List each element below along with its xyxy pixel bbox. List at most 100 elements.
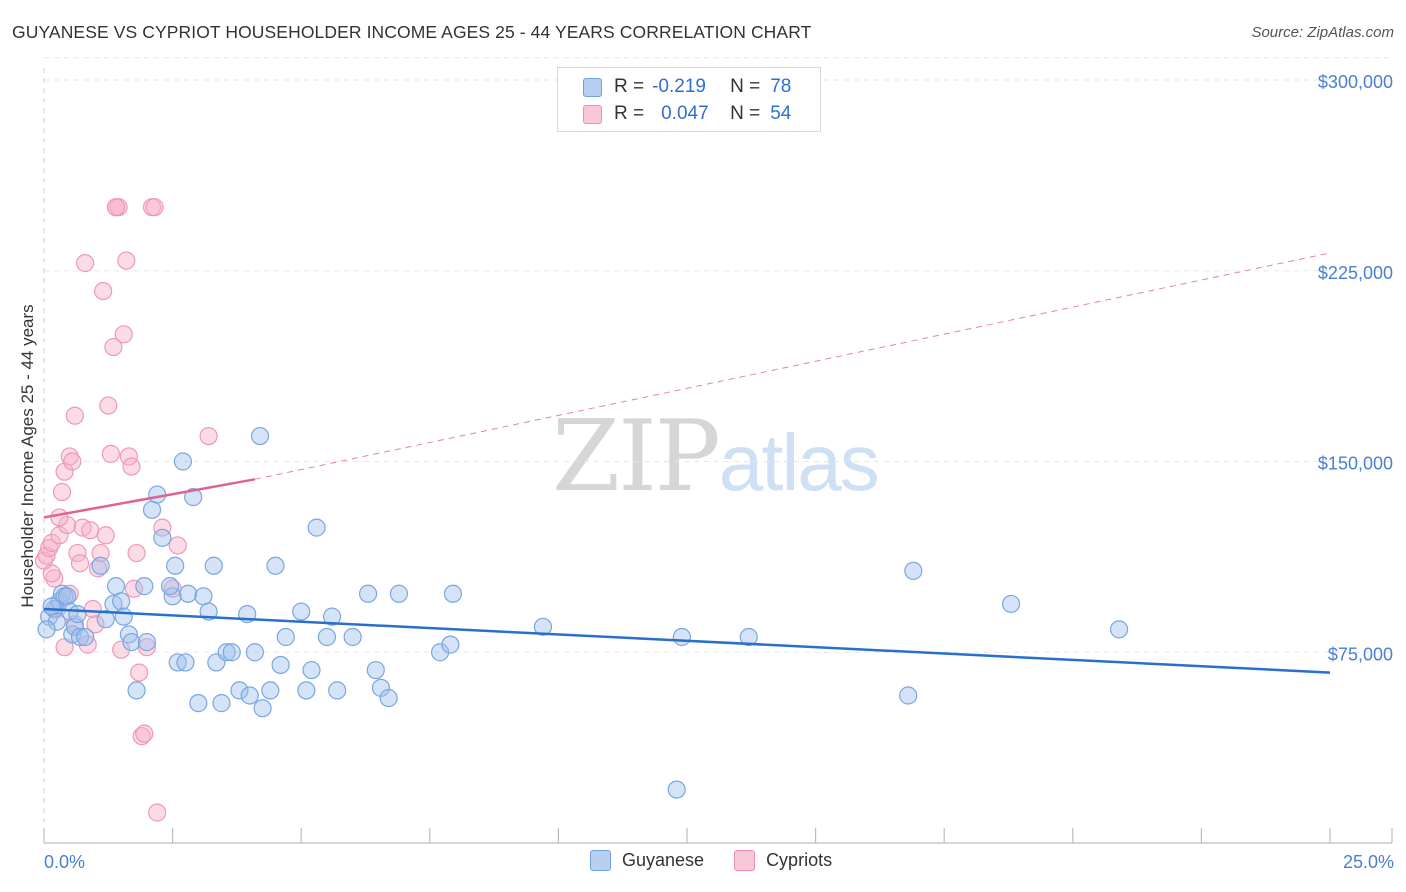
zipatlas-watermark: ZIPatlas (552, 400, 880, 514)
cypriots-point (104, 337, 123, 357)
guyanese-point (667, 780, 686, 799)
guyanese-point (76, 627, 95, 647)
cypriots-point (88, 559, 108, 578)
cypriots-point (70, 554, 90, 573)
guyanese-point (166, 556, 185, 575)
cypriots-point (63, 452, 82, 471)
guyanese-point (1109, 620, 1129, 639)
cypriots-point (50, 526, 69, 545)
x-tick-max: 25.0% (1342, 852, 1394, 872)
cypriots-point (96, 526, 115, 545)
watermark-zip: ZIP (552, 400, 721, 514)
guyanese-point (271, 655, 290, 675)
cypriots-point (117, 251, 136, 270)
cypriots-point (50, 508, 69, 527)
series-legend-label: Guyanese (622, 850, 705, 870)
guyanese-point (240, 686, 259, 705)
cypriots-point (148, 803, 167, 822)
y-tick-label: $225,000 (1318, 263, 1393, 283)
cypriots-point (91, 543, 110, 563)
guyanese-point (173, 452, 192, 471)
cypriots-point (60, 447, 79, 466)
guyanese-point (297, 681, 316, 700)
guyanese-point (106, 577, 126, 596)
guyanese-point (430, 643, 450, 662)
guyanese-point (371, 678, 391, 697)
cypriots-point (60, 584, 79, 603)
guyanese-point (1001, 594, 1021, 614)
guyanese-point (178, 584, 198, 603)
guyanese-point (533, 617, 553, 636)
guyanese-point (389, 584, 409, 603)
guyanese-point (168, 653, 187, 672)
guyanese-point (96, 610, 115, 629)
guyanese-trend-line (43, 607, 1331, 674)
legend-r-value: 0.047 (661, 103, 709, 124)
cypriots-point (106, 198, 126, 217)
guyanese-point (317, 627, 337, 647)
guyanese-point (217, 643, 236, 662)
guyanese-point (266, 556, 285, 575)
guyanese-point (176, 653, 195, 672)
legend-swatch-pink (583, 104, 602, 124)
chart-title: GUYANESE VS CYPRIOT HOUSEHOLDER INCOME A… (12, 22, 812, 42)
guyanese-point (47, 612, 66, 631)
guyanese-point (122, 632, 141, 652)
series-legend-guyanese[interactable]: Guyanese (590, 850, 704, 871)
legend-swatch-blue (583, 77, 602, 97)
guyanese-point (379, 688, 398, 708)
guyanese-point (899, 686, 918, 705)
guyanese-point (184, 488, 203, 507)
guyanese-point (245, 643, 265, 662)
cypriots-point (114, 325, 133, 344)
guyanese-point (153, 528, 172, 547)
correlation-legend: R = -0.219 N = 78 R = 0.047 N = 54 (557, 67, 821, 132)
guyanese-point (443, 584, 463, 603)
y-axis-label: Householder Income Ages 25 - 44 years (18, 304, 37, 608)
guyanese-point (366, 660, 385, 680)
guyanese-point (672, 627, 691, 647)
cypriots-point (86, 615, 105, 634)
legend-swatch-pink (734, 850, 756, 871)
guyanese-point (91, 556, 110, 575)
guyanese-point (42, 597, 61, 616)
cypriots-point (122, 457, 141, 476)
guyanese-point (276, 627, 295, 647)
guyanese-point (250, 426, 270, 446)
legend-r-label: R = (614, 76, 645, 97)
x-tick-min: 0.0% (44, 852, 86, 872)
legend-n-value: 78 (770, 76, 792, 97)
guyanese-point (148, 485, 167, 504)
guyanese-point (142, 500, 162, 519)
cypriots-point (99, 396, 118, 415)
cypriots-point (94, 281, 113, 301)
guyanese-point (302, 660, 321, 680)
cypriots-point (101, 444, 120, 463)
guyanese-point (292, 602, 311, 621)
cypriots-point (52, 482, 72, 502)
cypriots-point (42, 564, 61, 583)
guyanese-point (441, 635, 460, 654)
guyanese-point (904, 561, 923, 580)
guyanese-point (204, 556, 223, 575)
guyanese-point (222, 643, 241, 662)
y-tick-label: $150,000 (1318, 454, 1393, 474)
legend-r-label: R = (614, 103, 645, 124)
guyanese-point (358, 584, 378, 603)
guyanese-point (739, 627, 758, 647)
cypriots-point (76, 254, 95, 273)
cypriots-trend-extension (254, 252, 1331, 480)
cypriots-point (45, 569, 64, 588)
guyanese-point (70, 627, 90, 647)
cypriots-point (135, 724, 154, 743)
cypriots-point (127, 543, 146, 563)
guyanese-point (307, 518, 326, 537)
series-legend-cypriots[interactable]: Cypriots (734, 850, 832, 871)
legend-n-label: N = (730, 76, 761, 97)
guyanese-point (253, 699, 272, 718)
cypriots-point (42, 533, 61, 552)
legend-row-cypriots: R = 0.047 N = 54 (583, 102, 791, 126)
guyanese-point (37, 620, 56, 639)
guyanese-point (322, 607, 342, 626)
cypriots-point (40, 538, 59, 558)
